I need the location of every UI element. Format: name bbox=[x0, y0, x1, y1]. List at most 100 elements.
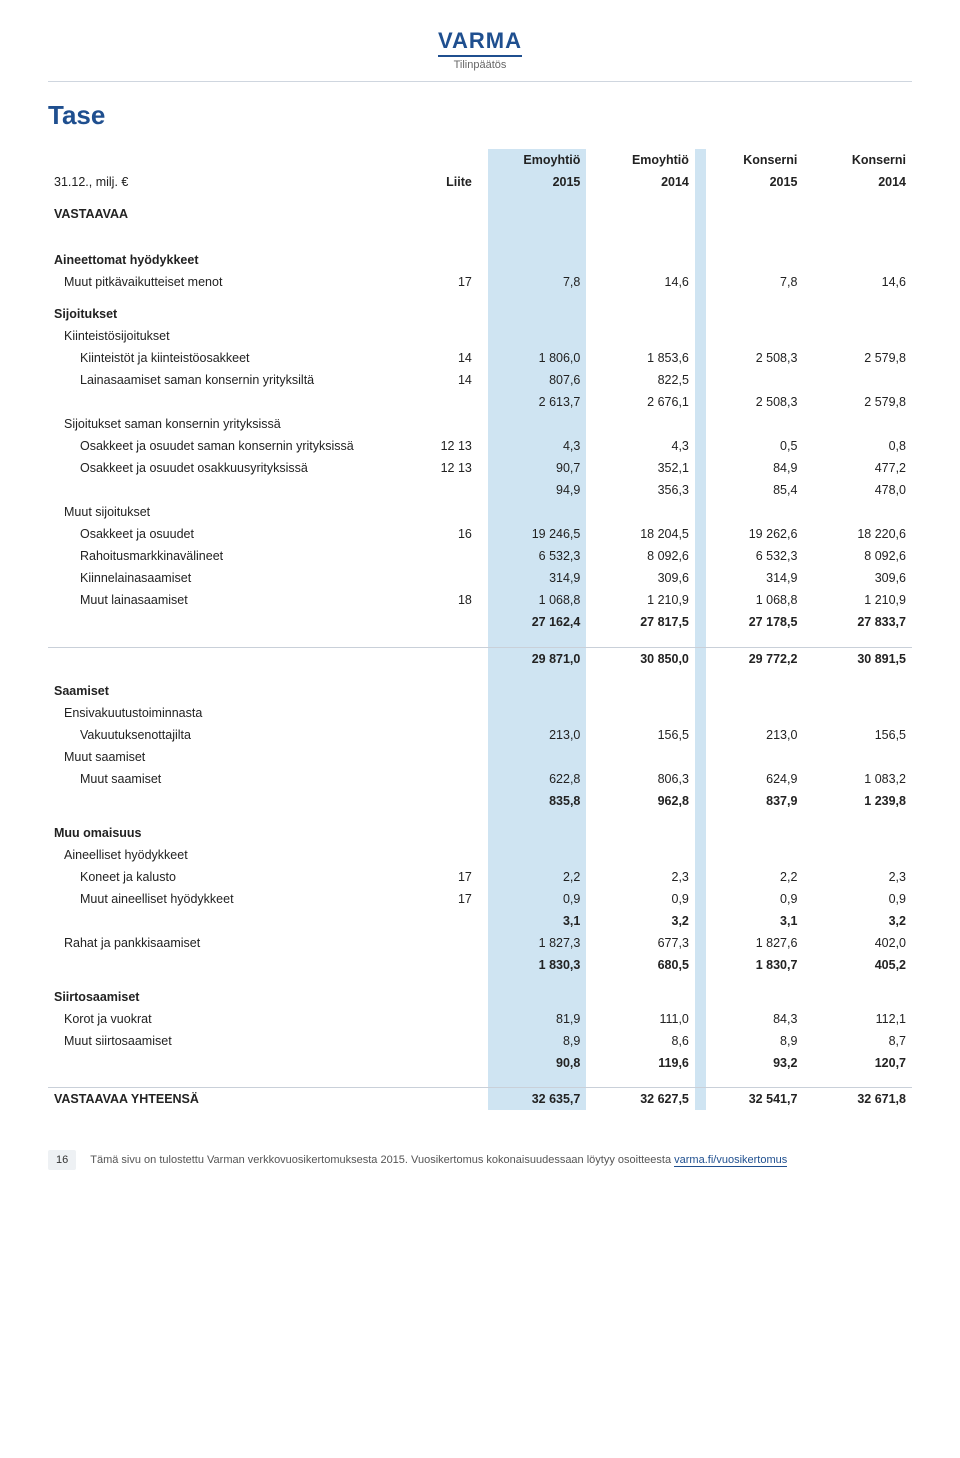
cell-value bbox=[597, 293, 695, 325]
cell-value bbox=[814, 325, 912, 347]
row-label bbox=[48, 479, 431, 501]
cell-value: 90,8 bbox=[488, 1052, 586, 1074]
cell-value bbox=[706, 501, 804, 523]
cell-value: 84,3 bbox=[706, 1008, 804, 1030]
cell-value: 94,9 bbox=[488, 479, 586, 501]
cell-value: 3,2 bbox=[597, 910, 695, 932]
cell-value bbox=[488, 844, 586, 866]
cell-value: 4,3 bbox=[597, 435, 695, 457]
cell-value bbox=[706, 193, 804, 225]
cell-value bbox=[597, 746, 695, 768]
cell-value: 1 830,7 bbox=[706, 954, 804, 976]
cell-value: 7,8 bbox=[706, 271, 804, 293]
cell-value bbox=[597, 812, 695, 844]
cell-value: 1 068,8 bbox=[488, 589, 586, 611]
row-label: Saamiset bbox=[48, 670, 431, 702]
cell-value: 156,5 bbox=[597, 724, 695, 746]
cell-value: 30 850,0 bbox=[597, 647, 695, 670]
cell-value bbox=[488, 325, 586, 347]
cell-value: 0,8 bbox=[814, 435, 912, 457]
cell-value: 27 178,5 bbox=[706, 611, 804, 633]
cell-value: 111,0 bbox=[597, 1008, 695, 1030]
cell-value: 32 635,7 bbox=[488, 1088, 586, 1111]
cell-value bbox=[814, 702, 912, 724]
cell-value bbox=[706, 670, 804, 702]
cell-value: 2 676,1 bbox=[597, 391, 695, 413]
cell-value bbox=[814, 413, 912, 435]
cell-value bbox=[488, 239, 586, 271]
cell-value bbox=[706, 812, 804, 844]
cell-value: 680,5 bbox=[597, 954, 695, 976]
top-rule bbox=[48, 81, 912, 82]
cell-value: 2,2 bbox=[488, 866, 586, 888]
cell-value: 213,0 bbox=[706, 724, 804, 746]
cell-value bbox=[597, 702, 695, 724]
cell-value: 405,2 bbox=[814, 954, 912, 976]
row-label bbox=[48, 391, 431, 413]
cell-value bbox=[814, 670, 912, 702]
cell-value: 835,8 bbox=[488, 790, 586, 812]
row-label: Korot ja vuokrat bbox=[48, 1008, 431, 1030]
cell-value bbox=[597, 193, 695, 225]
cell-value: 7,8 bbox=[488, 271, 586, 293]
cell-value bbox=[814, 812, 912, 844]
row-label: Ensivakuutustoiminnasta bbox=[48, 702, 431, 724]
cell-value bbox=[488, 501, 586, 523]
row-label: VASTAAVAA bbox=[48, 193, 431, 225]
cell-value: 1 830,3 bbox=[488, 954, 586, 976]
cell-value: 18 220,6 bbox=[814, 523, 912, 545]
cell-value: 112,1 bbox=[814, 1008, 912, 1030]
row-label: Osakkeet ja osuudet saman konsernin yrit… bbox=[48, 435, 431, 457]
cell-value: 27 817,5 bbox=[597, 611, 695, 633]
balance-sheet-table: EmoyhtiöEmoyhtiöKonserniKonserni31.12., … bbox=[48, 149, 912, 1110]
row-label: Muut sijoitukset bbox=[48, 501, 431, 523]
cell-value: 622,8 bbox=[488, 768, 586, 790]
cell-value bbox=[706, 844, 804, 866]
page-number: 16 bbox=[48, 1150, 76, 1170]
cell-value bbox=[488, 976, 586, 1008]
cell-value: 32 627,5 bbox=[597, 1088, 695, 1111]
cell-value: 18 204,5 bbox=[597, 523, 695, 545]
row-label: Siirtosaamiset bbox=[48, 976, 431, 1008]
footer-text: Tämä sivu on tulostettu Varman verkkovuo… bbox=[90, 1154, 787, 1166]
row-label: Sijoitukset bbox=[48, 293, 431, 325]
cell-value bbox=[488, 193, 586, 225]
cell-value bbox=[488, 293, 586, 325]
row-label bbox=[48, 1052, 431, 1074]
cell-value: 2,3 bbox=[814, 866, 912, 888]
row-label: Muu omaisuus bbox=[48, 812, 431, 844]
cell-value: 8,9 bbox=[488, 1030, 586, 1052]
cell-value: 822,5 bbox=[597, 369, 695, 391]
cell-value: 8,6 bbox=[597, 1030, 695, 1052]
footer-link[interactable]: varma.fi/vuosikertomus bbox=[674, 1154, 787, 1167]
cell-value: 1 083,2 bbox=[814, 768, 912, 790]
cell-value bbox=[488, 812, 586, 844]
cell-value: 6 532,3 bbox=[706, 545, 804, 567]
cell-value bbox=[597, 325, 695, 347]
row-label: Aineelliset hyödykkeet bbox=[48, 844, 431, 866]
cell-value: 4,3 bbox=[488, 435, 586, 457]
row-label: Rahat ja pankkisaamiset bbox=[48, 932, 431, 954]
cell-value bbox=[706, 293, 804, 325]
row-label: VASTAAVAA YHTEENSÄ bbox=[48, 1088, 431, 1111]
row-label: Muut lainasaamiset bbox=[48, 589, 431, 611]
cell-value bbox=[597, 976, 695, 1008]
cell-value: 314,9 bbox=[488, 567, 586, 589]
cell-value: 2 579,8 bbox=[814, 391, 912, 413]
cell-value bbox=[706, 413, 804, 435]
cell-value: 85,4 bbox=[706, 479, 804, 501]
cell-value: 19 262,6 bbox=[706, 523, 804, 545]
cell-value bbox=[706, 976, 804, 1008]
cell-value: 1 210,9 bbox=[597, 589, 695, 611]
cell-value: 8 092,6 bbox=[597, 545, 695, 567]
cell-value: 1 210,9 bbox=[814, 589, 912, 611]
cell-value: 29 772,2 bbox=[706, 647, 804, 670]
cell-value: 119,6 bbox=[597, 1052, 695, 1074]
cell-value: 2 508,3 bbox=[706, 347, 804, 369]
row-label: Aineettomat hyödykkeet bbox=[48, 239, 431, 271]
cell-value: 402,0 bbox=[814, 932, 912, 954]
cell-value bbox=[706, 369, 804, 391]
cell-value: 0,5 bbox=[706, 435, 804, 457]
cell-value: 3,1 bbox=[706, 910, 804, 932]
cell-value bbox=[814, 746, 912, 768]
